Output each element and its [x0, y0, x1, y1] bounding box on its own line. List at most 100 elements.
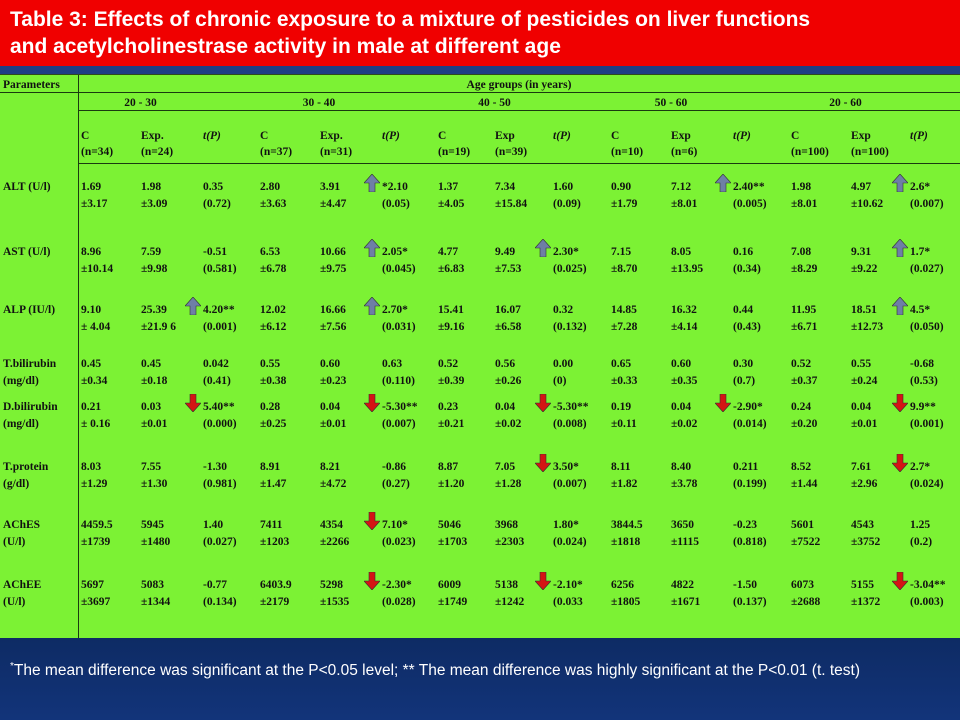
table-cell-sd: (0.132)	[553, 321, 587, 333]
table-cell-value: -0.23	[733, 519, 757, 531]
table-cell-value: 0.23	[438, 401, 459, 413]
table-cell-value: 5155	[851, 579, 874, 591]
table-cell-sd: ±0.26	[495, 375, 522, 387]
table-cell-value: -0.51	[203, 246, 227, 258]
table-cell-sd: ±0.38	[260, 375, 287, 387]
table-cell-value: 2.05*	[382, 246, 408, 258]
column-header: C	[260, 130, 269, 142]
table-cell-value: 1.40	[203, 519, 224, 531]
table-cell-sd: ± 0.16	[81, 418, 111, 430]
table-cell-sd: ±0.21	[438, 418, 465, 430]
table-cell-value: 0.52	[791, 358, 812, 370]
table-cell-value: 7.05	[495, 461, 516, 473]
table-cell-value: -5.30**	[382, 401, 418, 413]
arrow-down-icon	[364, 572, 380, 590]
table-cell-sd: ±4.14	[671, 321, 698, 333]
table-cell-value: -2.90*	[733, 401, 763, 413]
row-label-unit: (U/l)	[3, 536, 26, 548]
row-label-unit: (mg/dl)	[3, 375, 39, 387]
table-cell-value: 0.60	[671, 358, 692, 370]
table-cell-value: 0.00	[553, 358, 574, 370]
table-cell-value: 8.96	[81, 246, 102, 258]
table-cell-sd: ±9.98	[141, 263, 168, 275]
table-cell-sd: ±1115	[671, 536, 700, 548]
table-cell-value: 14.85	[611, 304, 637, 316]
table-cell-value: 1.25	[910, 519, 931, 531]
column-header: t(P)	[733, 130, 751, 142]
table-cell-sd: (0.05)	[382, 198, 410, 210]
row-label: T.protein	[3, 461, 49, 473]
table-cell-value: 7.10*	[382, 519, 408, 531]
table-cell-sd: ±8.01	[791, 198, 818, 210]
table-cell-value: 0.04	[320, 401, 341, 413]
column-header: Exp.	[141, 130, 164, 142]
table-cell-sd: ±0.33	[611, 375, 638, 387]
arrow-down-icon	[892, 572, 908, 590]
table-cell-value: 0.55	[851, 358, 872, 370]
table-cell-sd: ±3.78	[671, 478, 698, 490]
table-cell-sd: ±0.02	[495, 418, 522, 430]
table-cell-value: 6.53	[260, 246, 281, 258]
table-cell-value: 6009	[438, 579, 461, 591]
column-header-n: (n=19)	[438, 146, 471, 158]
table-cell-sd: (0.027)	[203, 536, 237, 548]
arrow-down-icon	[535, 572, 551, 590]
row-label: T.bilirubin	[3, 358, 57, 370]
table-cell-value: 2.70*	[382, 304, 408, 316]
table-cell-sd: (0.199)	[733, 478, 767, 490]
table-cell-value: 0.45	[81, 358, 102, 370]
table-cell-value: -0.86	[382, 461, 406, 473]
row-label: AChEE	[3, 579, 42, 591]
table-cell-value: 0.211	[733, 461, 759, 473]
table-cell-value: 7.55	[141, 461, 162, 473]
table-cell-value: 15.41	[438, 304, 464, 316]
table-cell-sd: (0.024)	[910, 478, 944, 490]
table-cell-sd: ±0.37	[791, 375, 818, 387]
table-cell-sd: ±6.71	[791, 321, 818, 333]
table-cell-value: 5083	[141, 579, 164, 591]
table-cell-sd: ±6.83	[438, 263, 465, 275]
table-cell-value: 16.07	[495, 304, 521, 316]
table-cell-sd: ±3.63	[260, 198, 287, 210]
table-cell-sd: ±3.17	[81, 198, 108, 210]
table-cell-sd: (0.028)	[382, 596, 416, 608]
table-cell-value: 8.21	[320, 461, 341, 473]
table-cell-sd: ±0.35	[671, 375, 698, 387]
table-cell-sd: ±1.30	[141, 478, 168, 490]
table-cell-sd: ±9.22	[851, 263, 878, 275]
arrow-up-icon	[892, 239, 908, 257]
table-cell-value: 8.03	[81, 461, 102, 473]
arrow-down-icon	[892, 454, 908, 472]
column-header-n: (n=24)	[141, 146, 174, 158]
table-cell-value: 0.90	[611, 181, 632, 193]
table-cell-sd: (0.134)	[203, 596, 237, 608]
table-cell-value: 7.61	[851, 461, 872, 473]
column-header: t(P)	[382, 130, 400, 142]
table-cell-sd: (0.031)	[382, 321, 416, 333]
column-header: C	[791, 130, 800, 142]
table-cell-sd: ±10.62	[851, 198, 884, 210]
table-cell-value: 3968	[495, 519, 518, 531]
table-cell-sd: ±8.70	[611, 263, 638, 275]
table-cell-value: 2.80	[260, 181, 281, 193]
table-cell-value: 0.63	[382, 358, 403, 370]
arrow-down-icon	[364, 512, 380, 530]
table-cell-value: 6256	[611, 579, 634, 591]
table-cell-sd: ±1372	[851, 596, 881, 608]
table-cell-value: 0.44	[733, 304, 754, 316]
table-cell-value: 3.91	[320, 181, 341, 193]
table-cell-sd: ±1.47	[260, 478, 287, 490]
table-cell-value: 0.32	[553, 304, 574, 316]
table-cell-sd: (0.72)	[203, 198, 231, 210]
table-cell-value: 18.51	[851, 304, 877, 316]
table-cell-value: 6073	[791, 579, 814, 591]
arrow-up-icon	[364, 297, 380, 315]
table-cell-value: 10.66	[320, 246, 346, 258]
table-cell-sd: (0.045)	[382, 263, 416, 275]
table-cell-sd: (0.41)	[203, 375, 231, 387]
table-cell-sd: ±7522	[791, 536, 821, 548]
table-cell-value: 1.60	[553, 181, 574, 193]
table-cell-sd: ±6.12	[260, 321, 287, 333]
table-cell-sd: (0)	[553, 375, 567, 387]
table-cell-value: 0.30	[733, 358, 754, 370]
